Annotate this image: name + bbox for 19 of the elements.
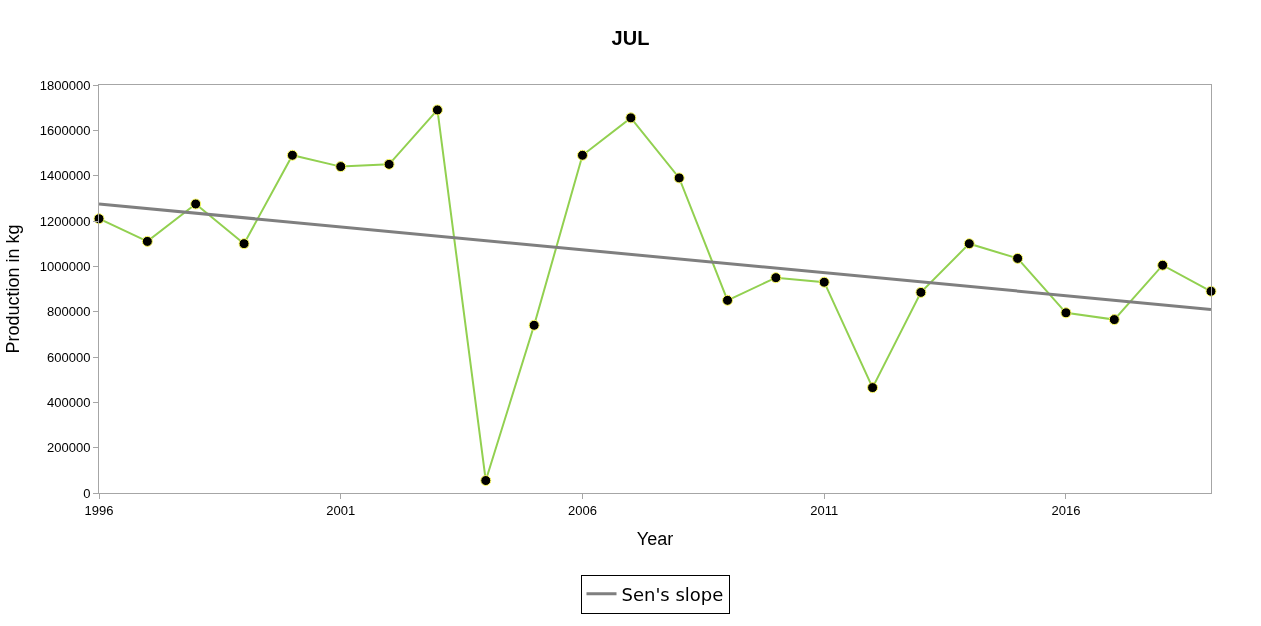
x-tick-label: 2006 <box>568 502 597 518</box>
y-tick-label: 600000 <box>47 349 91 365</box>
x-tick-label: 2016 <box>1051 502 1081 518</box>
y-tick-label: 400000 <box>47 394 91 410</box>
legend-label: Sen's slope <box>621 583 724 605</box>
y-tick-label: 1800000 <box>39 77 91 93</box>
y-tick-label: 1000000 <box>39 258 91 274</box>
y-tick-label: 1600000 <box>39 122 91 138</box>
x-tick-label: 1996 <box>84 502 114 518</box>
y-tick-label: 800000 <box>47 304 91 320</box>
y-tick-label: 1200000 <box>39 213 91 229</box>
y-axis-title: Production in kg <box>2 224 23 354</box>
y-tick-label: 200000 <box>47 440 91 456</box>
y-tick-label: 1400000 <box>39 168 91 184</box>
chart-title: JUL <box>611 27 650 50</box>
x-tick-label: 2011 <box>810 502 839 518</box>
y-tick-label: 0 <box>83 485 91 501</box>
x-axis-title: Year <box>636 528 674 549</box>
x-tick-label: 2001 <box>326 502 356 518</box>
